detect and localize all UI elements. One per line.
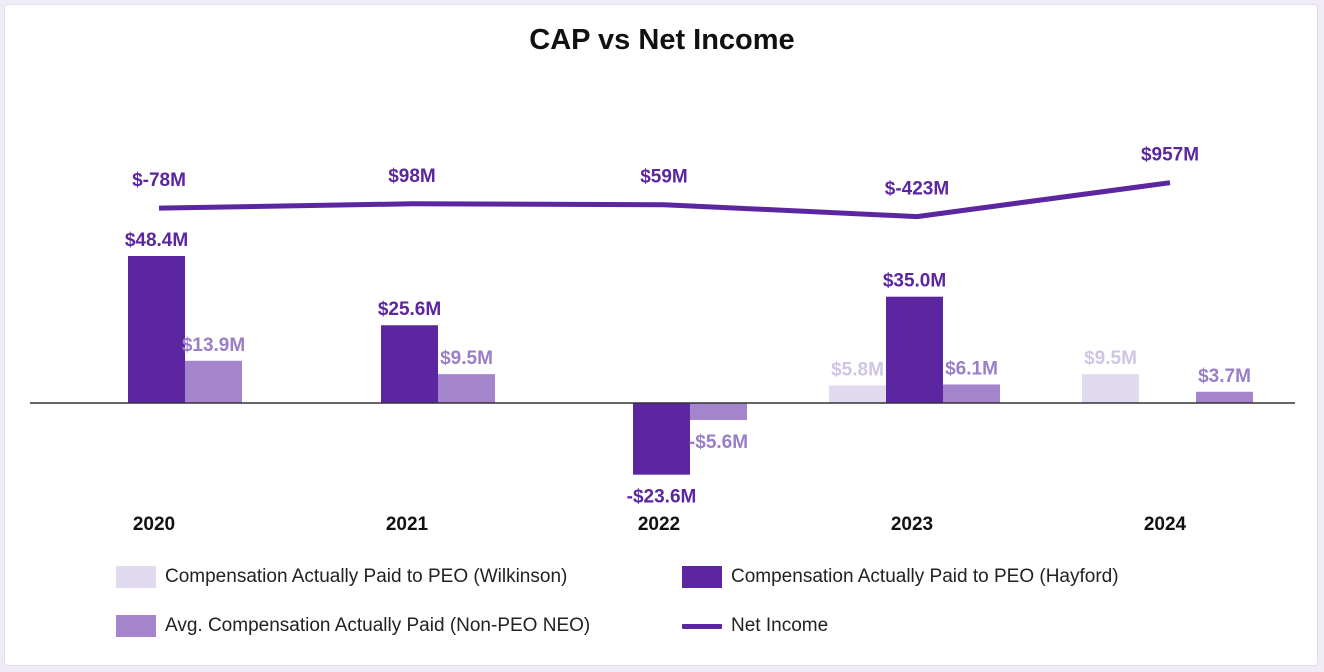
bar-series2-2021 — [438, 374, 495, 403]
bar-label-series2-2020: $13.9M — [182, 335, 245, 356]
x-tick-2022: 2022 — [638, 514, 680, 535]
legend-label-non-peo: Avg. Compensation Actually Paid (Non-PEO… — [165, 615, 591, 636]
bar-series2-2024 — [1196, 391, 1253, 403]
bar-series1-2021 — [381, 325, 438, 403]
bar-label-series2-2021: $9.5M — [440, 348, 493, 369]
legend-label-hayford: Compensation Actually Paid to PEO (Hayfo… — [731, 566, 1119, 587]
bar-series2-2023 — [943, 384, 1000, 403]
net-income-label-2024: $957M — [1141, 145, 1199, 166]
legend-swatch-wilkinson — [116, 566, 156, 588]
bar-label-series0-2024: $9.5M — [1084, 348, 1137, 369]
bar-label-series2-2023: $6.1M — [945, 358, 998, 379]
net-income-line — [158, 180, 1171, 220]
x-tick-2024: 2024 — [1144, 514, 1187, 535]
bar-label-series2-2022: -$5.6M — [689, 432, 748, 453]
legend-item-non-peo: Avg. Compensation Actually Paid (Non-PEO… — [116, 615, 590, 637]
bar-series1-2023 — [886, 296, 943, 403]
chart-title: CAP vs Net Income — [529, 24, 795, 56]
bar-label-series1-2020: $48.4M — [125, 230, 188, 251]
net-income-label-2022: $59M — [640, 167, 688, 188]
legend-item-net-income: Net Income — [682, 615, 828, 637]
x-tick-2020: 2020 — [133, 514, 175, 535]
bar-label-series1-2021: $25.6M — [378, 299, 441, 320]
bar-label-series1-2023: $35.0M — [883, 271, 946, 292]
legend-swatch-hayford — [682, 566, 722, 588]
legend-label-wilkinson: Compensation Actually Paid to PEO (Wilki… — [165, 566, 568, 587]
legend-label-net-income: Net Income — [731, 615, 829, 636]
net-income-label-2020: $-78M — [132, 170, 186, 191]
bar-series1-2022 — [633, 403, 690, 475]
bar-label-series2-2024: $3.7M — [1198, 366, 1251, 387]
bar-label-series0-2023: $5.8M — [831, 359, 884, 380]
labels-layer: $5.8M $9.5M $48.4M $25.6M -$23.6M $35.0M $13.9… — [125, 145, 1251, 508]
net-income-label-2023: $-423M — [885, 179, 949, 200]
bar-series0-2023 — [829, 385, 886, 403]
bars-layer — [128, 256, 1253, 475]
net-income-label-2021: $98M — [388, 166, 436, 187]
legend-swatch-non-peo — [116, 615, 156, 637]
bar-series2-2022 — [690, 403, 747, 421]
chart-frame — [4, 4, 1318, 666]
x-axis-ticks: 2020 2021 2022 2023 2024 — [133, 514, 1187, 535]
legend-item-wilkinson: Compensation Actually Paid to PEO (Wilki… — [116, 566, 567, 588]
x-tick-2021: 2021 — [386, 514, 429, 535]
legend-item-hayford: Compensation Actually Paid to PEO (Hayfo… — [682, 566, 1119, 588]
bar-series2-2020 — [185, 360, 242, 403]
bar-series1-2020 — [128, 256, 185, 403]
x-tick-2023: 2023 — [891, 514, 933, 535]
bar-series0-2024 — [1082, 374, 1139, 403]
bar-label-series1-2022: -$23.6M — [627, 487, 697, 508]
legend-swatch-net-income — [682, 623, 722, 629]
